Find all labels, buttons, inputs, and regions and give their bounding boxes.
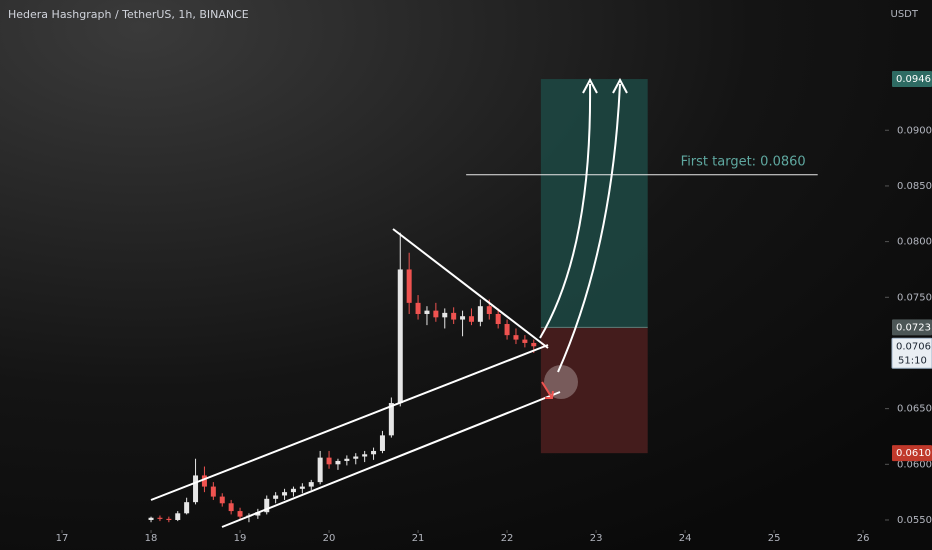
candle-body [201,475,207,487]
candle-body [175,513,181,520]
x-tick-label: 18 [145,533,158,544]
arrow-head [612,77,628,94]
loss-zone [540,327,648,454]
candle-body [442,312,448,318]
x-tick-label: 20 [323,533,336,544]
candle-body [406,269,412,303]
candle-body [157,517,163,519]
candle-body [362,454,368,457]
candle-body [468,316,474,322]
candle-body [264,498,270,513]
price-badge [891,337,932,369]
candle-body [148,517,154,520]
candle-body [522,339,528,343]
price-badge-label: 0.0706 [896,341,931,352]
price-badge [892,71,932,88]
candle-body [166,518,172,520]
x-tick-label: 25 [768,533,781,544]
arrow-head [582,77,598,94]
candle-body [477,306,483,322]
candle-body [237,511,243,517]
x-tick-label: 26 [857,533,870,544]
y-tick-label: 0.0600 [897,459,932,470]
chart-title: Hedera Hashgraph / TetherUS, 1h, BINANCE [8,8,249,21]
y-tick-label: 0.0800 [897,237,932,248]
candle-body [415,302,421,314]
candle-body [397,269,403,404]
highlight [544,365,578,399]
candle-body [451,312,457,320]
candle-body [371,450,377,455]
y-tick-label: 0.0550 [897,515,932,526]
y-tick-label: 0.0850 [897,181,932,192]
x-tick-label: 17 [56,533,69,544]
candle-body [326,457,332,465]
candle-body [424,310,430,314]
candle-body [282,492,288,496]
candle-body [344,458,350,461]
candle-body [531,342,537,347]
y-tick-label: 0.0750 [897,292,932,303]
price-badge [892,319,932,336]
arrow [539,83,592,339]
candle-body [193,475,199,503]
candle-body [210,486,216,497]
x-tick-label: 23 [590,533,603,544]
candle-body [495,313,501,325]
x-tick-label: 21 [412,533,425,544]
arrow [541,381,554,399]
candle-body [379,435,385,451]
candle-body [433,310,439,318]
profit-zone [540,79,648,328]
candle-body [486,306,492,314]
trend-line [392,228,549,349]
trend-line [221,391,561,528]
candle-body [290,488,296,493]
candle-body [299,486,305,489]
trend-line [150,344,549,501]
candle-body [353,456,359,459]
price-badge [892,445,932,462]
candle-body [184,502,190,514]
x-tick-label: 22 [501,533,514,544]
candle-body [460,316,466,320]
target-label: First target: 0.0860 [681,154,806,169]
candle-body [513,335,519,340]
candle-body [388,403,394,436]
price-badge-label: 0.0723 [896,322,931,333]
y-tick-label: 0.0650 [897,404,932,415]
arrow [557,83,621,373]
axis-unit: USDT [891,9,919,20]
candle-body [504,324,510,336]
countdown: 51:10 [898,355,927,366]
x-tick-label: 24 [679,533,692,544]
candle-body [228,503,234,512]
candle-body [317,457,323,483]
candle-body [219,496,225,504]
candle-body [335,460,341,465]
candle-body [273,495,279,499]
x-tick-label: 19 [234,533,247,544]
candle-body [255,512,261,516]
price-badge-label: 0.0610 [896,448,931,459]
price-badge-label: 0.0946 [896,74,931,85]
y-tick-label: 0.0900 [897,125,932,136]
candle-body [308,482,314,487]
